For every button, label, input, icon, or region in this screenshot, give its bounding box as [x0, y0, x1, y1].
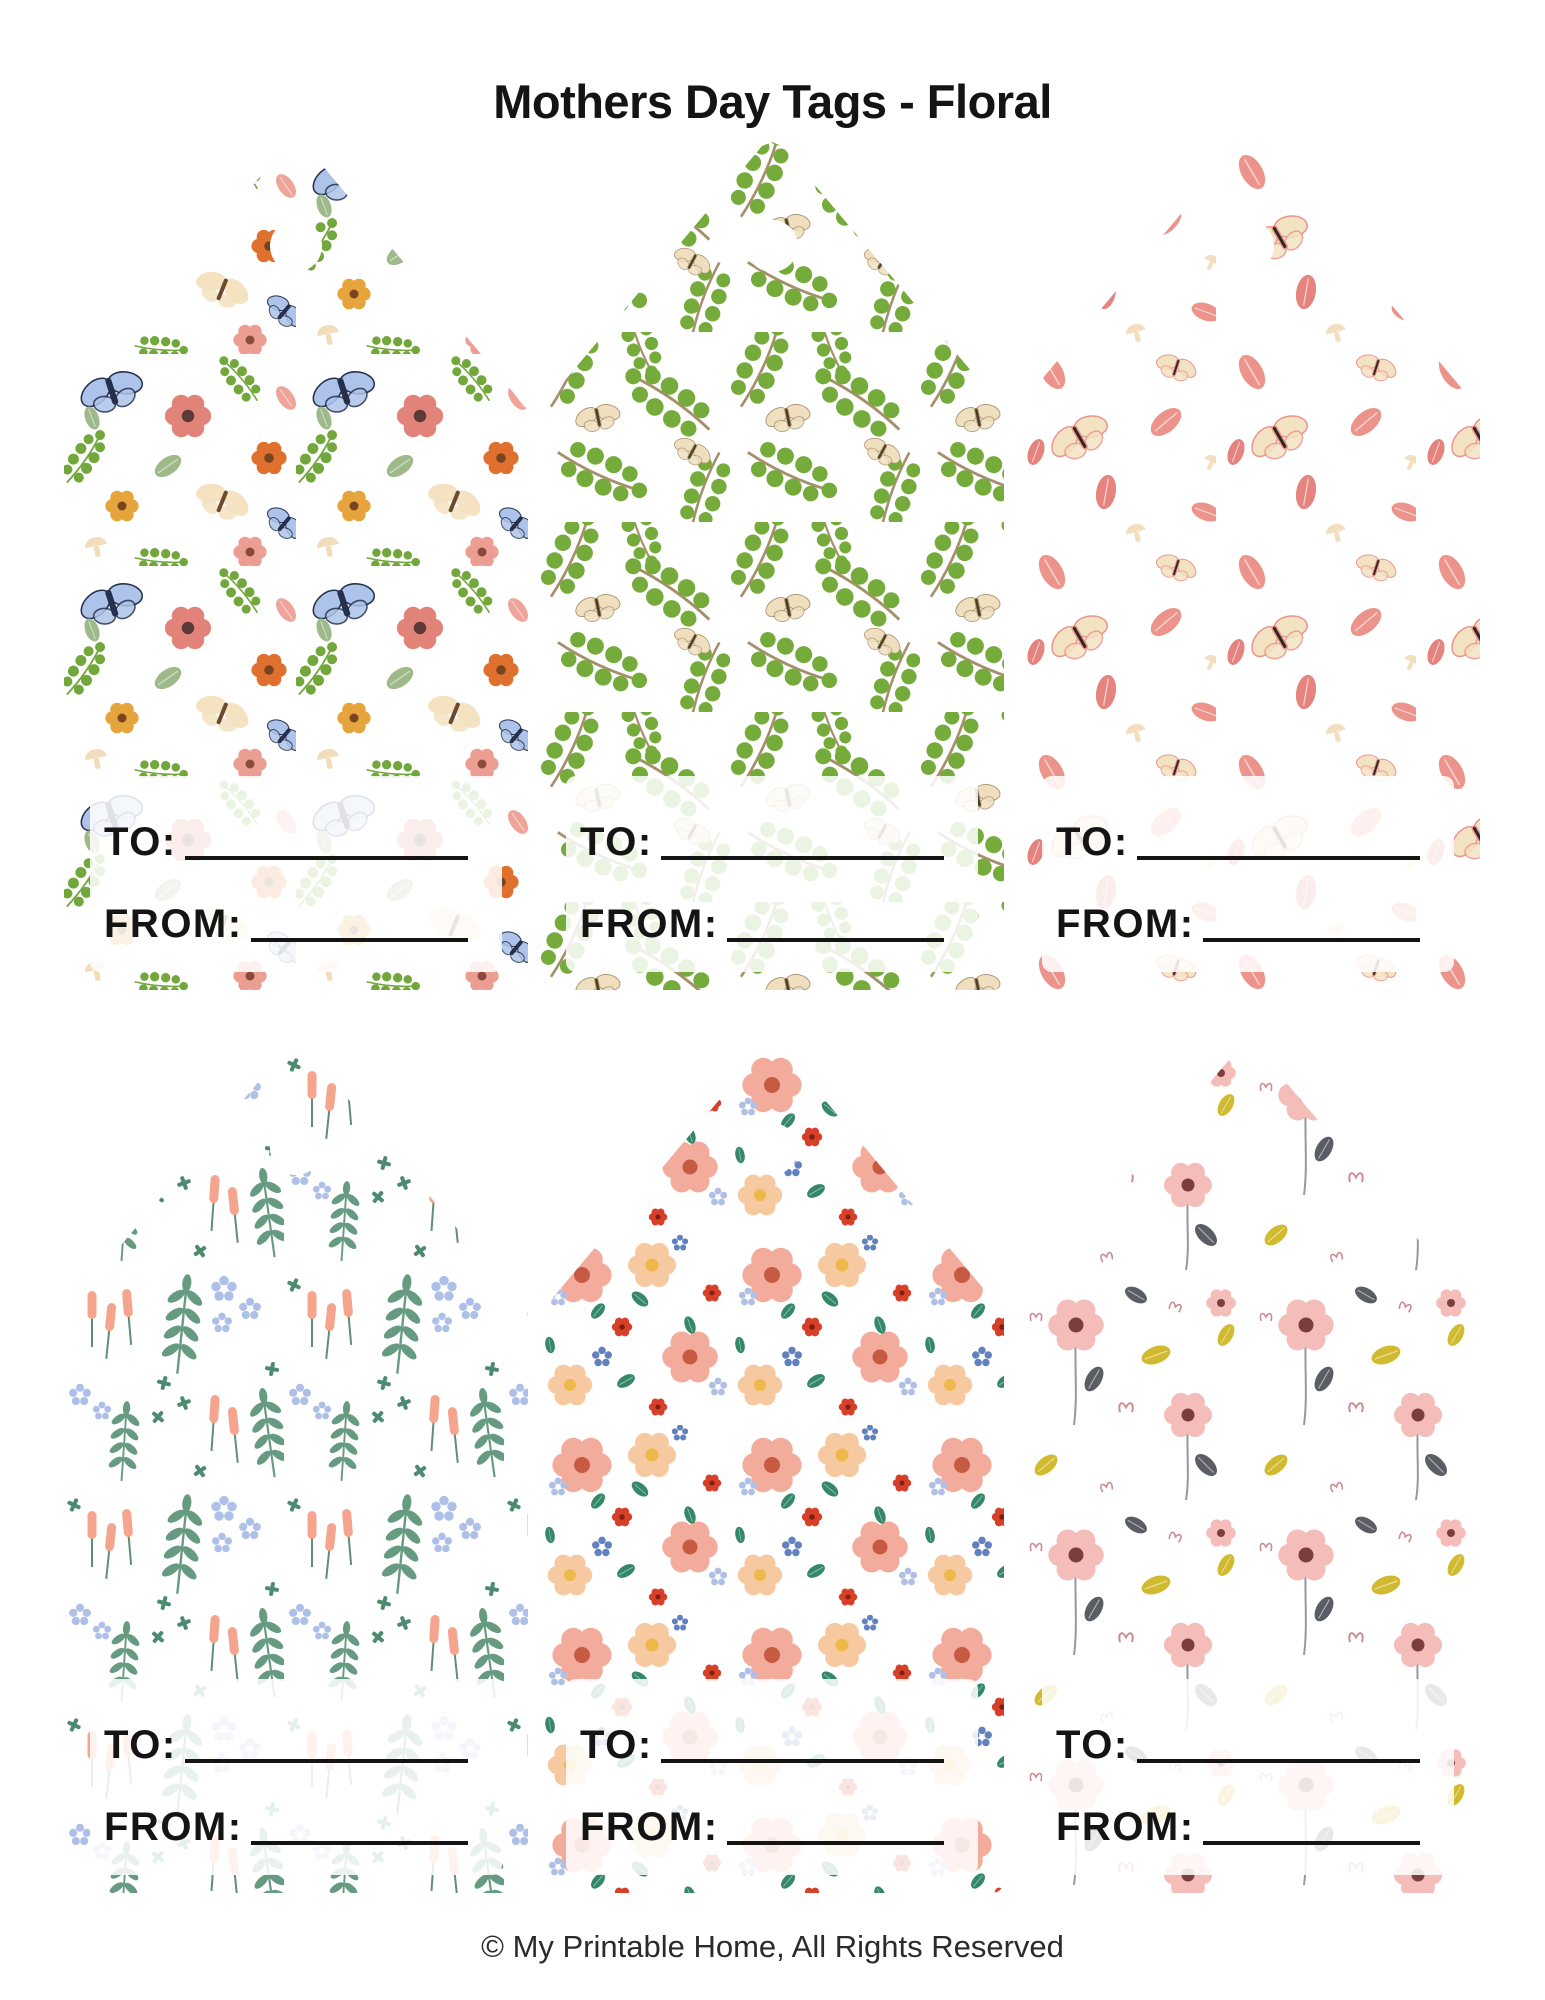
from-write-line [1202, 1807, 1420, 1845]
gift-tag-pink-poppies-yellow-gray-leaves: TO: FROM: [1016, 1045, 1480, 1893]
from-field: FROM: [580, 1805, 944, 1849]
to-label: TO: [580, 1723, 653, 1767]
from-field: FROM: [104, 1805, 468, 1849]
tag-hole [746, 1123, 798, 1175]
copyright-footer: © My Printable Home, All Rights Reserved [481, 1929, 1064, 1964]
from-write-line [1202, 904, 1420, 942]
to-field: TO: [580, 1723, 944, 1767]
from-label: FROM: [104, 902, 243, 946]
to-label: TO: [104, 1723, 177, 1767]
from-field: FROM: [104, 902, 468, 946]
tag-hole [1222, 1123, 1274, 1175]
to-field: TO: [580, 820, 944, 864]
to-write-line [660, 822, 944, 860]
to-field: TO: [1056, 1723, 1420, 1767]
to-write-line [1136, 1725, 1420, 1763]
page-title: Mothers Day Tags - Floral [493, 75, 1052, 129]
writing-panel: TO: FROM: [566, 1679, 978, 1875]
to-write-line [184, 822, 468, 860]
tag-hole [1222, 220, 1274, 272]
to-write-line [184, 1725, 468, 1763]
gift-tag-butterflies-and-wildflowers: TO: FROM: [64, 142, 528, 990]
writing-panel: TO: FROM: [90, 776, 502, 972]
writing-panel: TO: FROM: [566, 776, 978, 972]
from-field: FROM: [1056, 1805, 1420, 1849]
from-label: FROM: [104, 1805, 243, 1849]
from-label: FROM: [580, 902, 719, 946]
from-write-line [726, 1807, 944, 1845]
from-field: FROM: [580, 902, 944, 946]
tag-hole [270, 1123, 322, 1175]
to-label: TO: [580, 820, 653, 864]
gift-tag-peach-ditsy-floral: TO: FROM: [540, 1045, 1004, 1893]
to-field: TO: [104, 1723, 468, 1767]
to-label: TO: [1056, 1723, 1129, 1767]
to-write-line [1136, 822, 1420, 860]
from-write-line [726, 904, 944, 942]
writing-panel: TO: FROM: [1042, 776, 1454, 972]
to-field: TO: [104, 820, 468, 864]
from-write-line [250, 1807, 468, 1845]
to-label: TO: [104, 820, 177, 864]
tag-hole [270, 220, 322, 272]
to-label: TO: [1056, 820, 1129, 864]
from-label: FROM: [1056, 1805, 1195, 1849]
from-field: FROM: [1056, 902, 1420, 946]
gift-tag-green-vines-and-cream-moths: TO: FROM: [540, 142, 1004, 990]
gift-tag-pink-leaves-and-butterflies: TO: FROM: [1016, 142, 1480, 990]
gift-tag-meadow-cattails-and-blue-blossoms: TO: FROM: [64, 1045, 528, 1893]
tag-hole [746, 220, 798, 272]
writing-panel: TO: FROM: [1042, 1679, 1454, 1875]
from-label: FROM: [1056, 902, 1195, 946]
writing-panel: TO: FROM: [90, 1679, 502, 1875]
from-write-line [250, 904, 468, 942]
to-write-line [660, 1725, 944, 1763]
to-field: TO: [1056, 820, 1420, 864]
from-label: FROM: [580, 1805, 719, 1849]
